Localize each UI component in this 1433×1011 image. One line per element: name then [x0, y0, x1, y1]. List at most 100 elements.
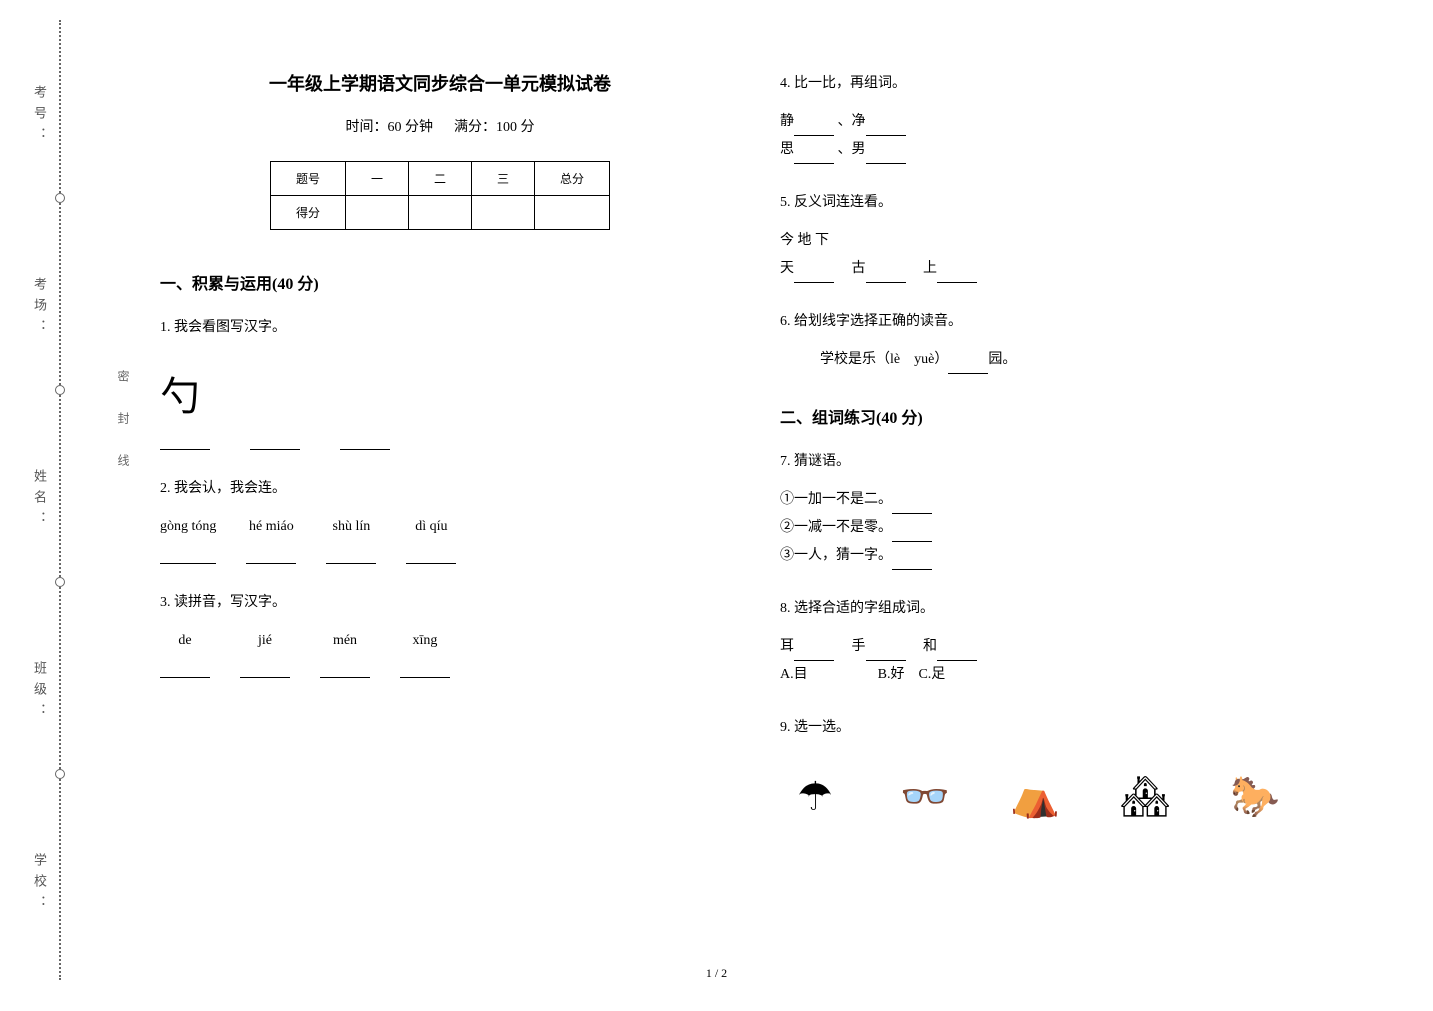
blank	[866, 265, 906, 283]
label-school: 学校：	[30, 853, 49, 916]
umbrella-icon: ☂	[780, 762, 850, 832]
blank	[160, 546, 216, 564]
pinyin: shù lín	[333, 519, 371, 534]
question-8: 8. 选择合适的字组成词。 耳 手 和 A.目 B.好 C.足	[780, 595, 1340, 689]
question-4: 4. 比一比，再组词。 静 、净 思 、男	[780, 70, 1340, 164]
td-score-label: 得分	[270, 196, 345, 230]
label-exam-id: 考号：	[30, 85, 49, 148]
blank	[406, 546, 456, 564]
td-score-total	[535, 196, 610, 230]
pinyin: xīng	[413, 633, 438, 648]
q1-blank	[160, 432, 210, 450]
q6-content: 学校是乐（lè yuè）	[820, 352, 948, 367]
q8-text: 选择合适的字组成词。	[794, 601, 934, 616]
q2-num: 2.	[160, 481, 171, 496]
q3-text: 读拼音，写汉字。	[174, 595, 286, 610]
blank	[794, 146, 834, 164]
blank	[937, 265, 977, 283]
blank	[160, 660, 210, 678]
q6-num: 6.	[780, 314, 791, 329]
q4-char: 思	[780, 142, 794, 157]
th-total: 总分	[535, 162, 610, 196]
label-class: 班级：	[30, 661, 49, 724]
blank	[794, 643, 834, 661]
blank	[400, 660, 450, 678]
seal-line	[59, 20, 61, 980]
td-score-2	[408, 196, 471, 230]
blank	[794, 265, 834, 283]
horse-icon: 🐎	[1220, 762, 1290, 832]
seal-text: 密封线	[115, 370, 132, 496]
blank	[948, 356, 988, 374]
blank	[326, 546, 376, 564]
q5-item: 天	[780, 261, 794, 276]
q8-item: 和	[923, 639, 937, 654]
q8-options: A.目 B.好 C.足	[780, 661, 1340, 689]
section1-title: 一、积累与运用(40 分)	[160, 270, 720, 294]
tent-icon: ⛺	[1000, 762, 1070, 832]
q4-char: 、男	[838, 142, 866, 157]
q5-num: 5.	[780, 195, 791, 210]
q4-char: 、净	[838, 114, 866, 129]
q5-text: 反义词连连看。	[794, 195, 892, 210]
q4-text: 比一比，再组词。	[794, 76, 906, 91]
blank	[866, 118, 906, 136]
question-9: 9. 选一选。 ☂ 👓 ⛺ 🏘 🐎	[780, 714, 1340, 832]
q9-num: 9.	[780, 720, 791, 735]
th-3: 三	[472, 162, 535, 196]
content-area: 一年级上学期语文同步综合一单元模拟试卷 时间：60 分钟 满分：100 分 题号…	[160, 70, 1400, 857]
blank	[892, 552, 932, 570]
th-num: 题号	[270, 162, 345, 196]
question-2: 2. 我会认，我会连。 gòng tóng hé miáo shù lín dì…	[160, 475, 720, 564]
q2-pinyin-row: gòng tóng hé miáo shù lín dì qíu	[160, 513, 720, 564]
q9-text: 选一选。	[794, 720, 850, 735]
q1-blank	[250, 432, 300, 450]
house-icon: 🏘	[1110, 762, 1180, 832]
section2-title: 二、组词练习(40 分)	[780, 404, 1340, 428]
question-1: 1. 我会看图写汉字。 勺	[160, 314, 720, 450]
q8-num: 8.	[780, 601, 791, 616]
question-7: 7. 猜谜语。 ①一加一不是二。 ②一减一不是零。 ③一人，猜一字。	[780, 448, 1340, 570]
exam-subtitle: 时间：60 分钟 满分：100 分	[160, 116, 720, 136]
q7-item: ③一人，猜一字。	[780, 548, 892, 563]
score-label: 满分：100 分	[454, 120, 535, 135]
th-2: 二	[408, 162, 471, 196]
exam-sidebar: 考号： 考场： 姓名： 班级： 学校： 密封线	[30, 20, 130, 980]
blank	[892, 496, 932, 514]
q7-num: 7.	[780, 454, 791, 469]
pinyin: mén	[333, 633, 357, 648]
question-3: 3. 读拼音，写汉字。 de jié mén xīng	[160, 589, 720, 678]
time-label: 时间：60 分钟	[346, 120, 434, 135]
q4-char: 静	[780, 114, 794, 129]
left-column: 一年级上学期语文同步综合一单元模拟试卷 时间：60 分钟 满分：100 分 题号…	[160, 70, 720, 857]
pinyin: de	[178, 633, 191, 648]
q5-row1: 今 地 下	[780, 227, 1340, 255]
pinyin: jié	[258, 633, 272, 648]
q6-content-b: 园。	[988, 352, 1016, 367]
pinyin: gòng tóng	[160, 519, 216, 534]
right-column: 4. 比一比，再组词。 静 、净 思 、男 5. 反义词连连看。 今 地 下 天…	[780, 70, 1340, 857]
pinyin: hé miáo	[249, 519, 294, 534]
q4-num: 4.	[780, 76, 791, 91]
q2-text: 我会认，我会连。	[174, 481, 286, 496]
q5-item: 上	[923, 261, 937, 276]
q3-pinyin-row: de jié mén xīng	[160, 627, 720, 678]
blank	[892, 524, 932, 542]
blank	[246, 546, 296, 564]
q7-item: ①一加一不是二。	[780, 492, 892, 507]
q3-num: 3.	[160, 595, 171, 610]
exam-title: 一年级上学期语文同步综合一单元模拟试卷	[160, 70, 720, 96]
pinyin: dì qíu	[415, 519, 447, 534]
vertical-labels: 考号： 考场： 姓名： 班级： 学校：	[30, 20, 49, 980]
q8-item: 手	[852, 639, 866, 654]
th-1: 一	[345, 162, 408, 196]
blank	[320, 660, 370, 678]
blank	[866, 643, 906, 661]
q1-num: 1.	[160, 320, 171, 335]
question-5: 5. 反义词连连看。 今 地 下 天 古 上	[780, 189, 1340, 283]
q1-image: 勺	[160, 357, 200, 417]
blank	[240, 660, 290, 678]
q1-blank	[340, 432, 390, 450]
label-name: 姓名：	[30, 469, 49, 532]
q5-item: 古	[852, 261, 866, 276]
